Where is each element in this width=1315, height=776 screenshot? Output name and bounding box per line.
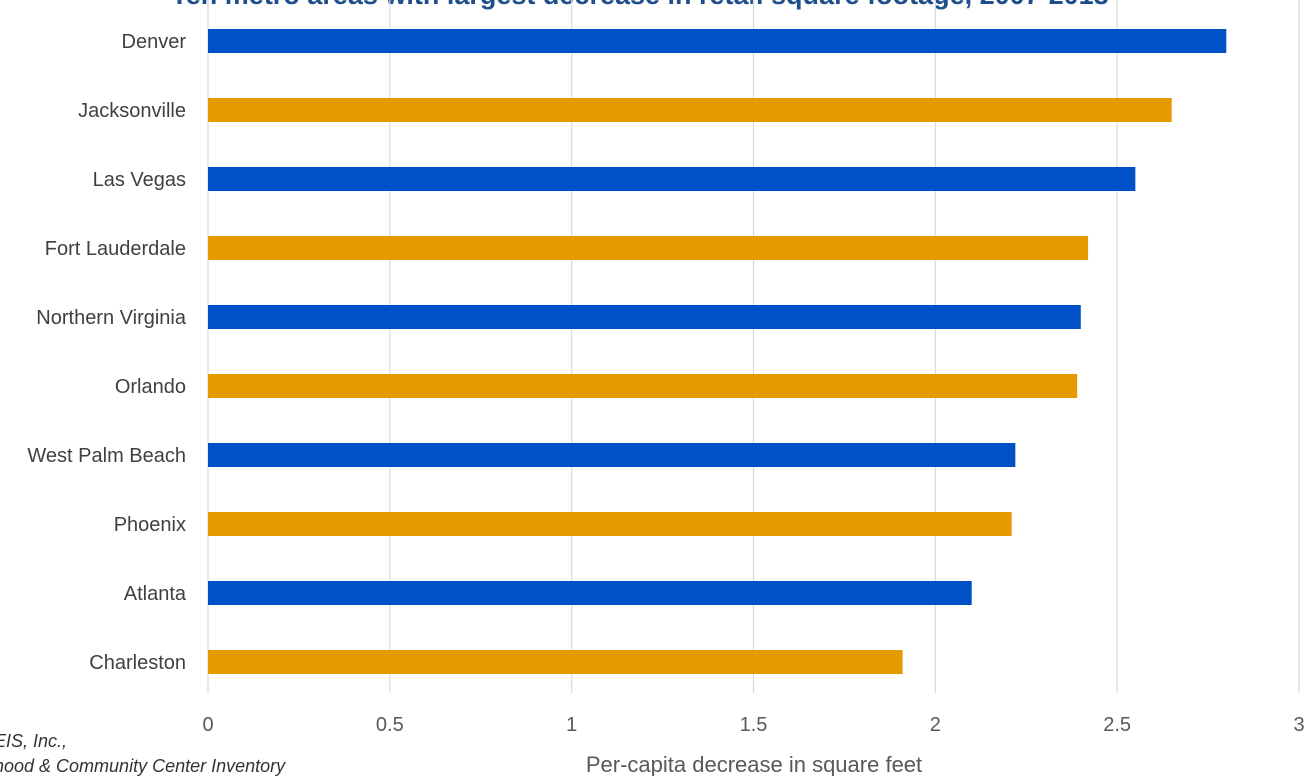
bars	[208, 29, 1227, 674]
category-label: Orlando	[115, 376, 186, 398]
x-tick-label: 1	[566, 714, 577, 736]
x-tick-label: 3	[1293, 714, 1304, 736]
chart-title: Ten metro areas with largest decrease in…	[171, 0, 1108, 10]
bar-phoenix	[208, 512, 1012, 536]
x-tick-labels: 0 0.5 1 1.5 2 2.5 3	[202, 714, 1304, 736]
category-label: Northern Virginia	[36, 307, 187, 329]
bar-fort-lauderdale	[208, 236, 1089, 260]
x-tick-label: 2	[930, 714, 941, 736]
x-tick-label: 0.5	[376, 714, 404, 736]
bar-northern-virginia	[208, 305, 1081, 329]
bar-orlando	[208, 374, 1078, 398]
category-label: Las Vegas	[93, 169, 186, 191]
category-label: Jacksonville	[78, 100, 186, 122]
bar-charleston	[208, 650, 903, 674]
x-tick-label: 2.5	[1103, 714, 1131, 736]
bar-west-palm-beach	[208, 443, 1016, 467]
bar-las-vegas	[208, 167, 1136, 191]
category-labels: Denver Jacksonville Las Vegas Fort Lauderda…	[27, 31, 186, 674]
source-line-1: EIS, Inc.,	[0, 731, 67, 751]
category-label: West Palm Beach	[27, 445, 186, 467]
category-label: Phoenix	[114, 514, 186, 536]
category-label: Atlanta	[124, 583, 187, 605]
x-axis-title: Per-capita decrease in square feet	[586, 752, 922, 776]
category-label: Fort Lauderdale	[45, 238, 186, 260]
x-tick-label: 1.5	[740, 714, 768, 736]
bar-jacksonville	[208, 98, 1172, 122]
source-line-2: hood & Community Center Inventory	[0, 756, 286, 776]
x-tick-label: 0	[202, 714, 213, 736]
category-label: Denver	[122, 31, 187, 53]
category-label: Charleston	[89, 652, 186, 674]
bar-atlanta	[208, 581, 972, 605]
bar-denver	[208, 29, 1227, 53]
